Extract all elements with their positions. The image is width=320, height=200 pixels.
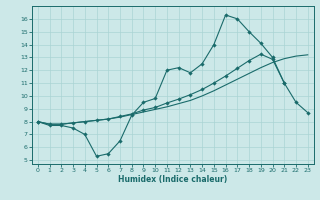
X-axis label: Humidex (Indice chaleur): Humidex (Indice chaleur) [118, 175, 228, 184]
